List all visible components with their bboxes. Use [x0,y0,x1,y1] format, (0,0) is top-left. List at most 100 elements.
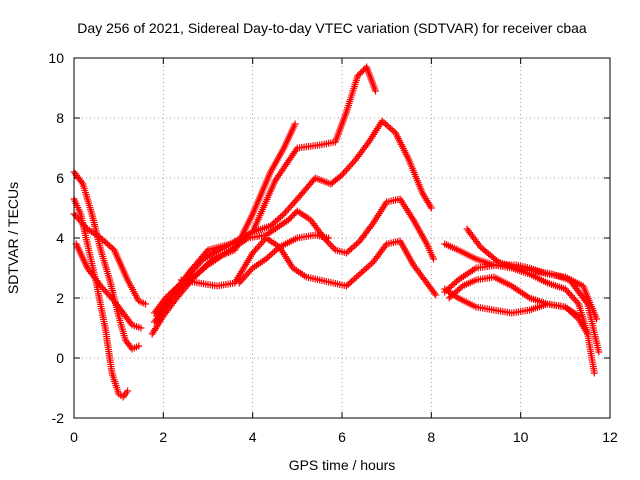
data-point [284,205,292,213]
data-point [73,213,81,221]
data-point [107,243,115,251]
data-point [243,271,251,279]
data-point [79,220,87,228]
data-point [177,284,185,291]
data-point [354,239,362,246]
data-point [186,269,194,277]
x-tick-label: 10 [513,429,529,445]
series-track-15 [463,225,603,356]
plot-frame [73,57,611,419]
data-point [274,245,282,252]
data-point [445,294,453,302]
data-point [97,282,105,290]
y-tick-label: 10 [48,50,64,66]
data-point [284,216,292,224]
x-axis-label: GPS time / hours [289,457,396,473]
data-point [194,261,202,269]
data-point [238,276,246,284]
data-point [167,294,175,302]
series-track-3 [70,210,149,308]
data-point [327,241,335,249]
data-point [171,290,179,297]
data-point [355,71,363,78]
data-point [385,123,393,131]
data-point [336,172,344,180]
data-point [272,218,280,225]
data-point [280,210,288,218]
data-point [235,279,243,287]
data-point [191,265,199,273]
data-points [70,63,603,401]
data-point [102,239,110,246]
data-point [97,234,105,242]
data-point [455,285,463,293]
data-point [179,282,187,290]
data-point [346,279,354,287]
data-point [286,203,294,211]
series-track-11 [441,240,598,377]
data-point [176,285,184,293]
data-point [573,298,581,306]
data-point [78,178,86,186]
data-point [268,221,276,228]
data-point [168,293,176,300]
data-point [76,217,84,225]
data-point [575,312,583,320]
data-point [372,87,379,95]
y-tick-label: 4 [56,230,64,246]
data-point [563,287,571,295]
data-point [363,264,371,272]
data-point [105,242,113,249]
chart-title: Day 256 of 2021, Sidereal Day-to-day VTE… [77,20,587,36]
data-point [290,210,298,218]
data-point [289,200,297,208]
data-point [378,117,386,125]
data-point [106,292,114,300]
data-point [267,251,275,258]
data-point [189,266,197,274]
data-point [451,279,459,287]
data-point [272,246,280,254]
data-point [255,242,263,250]
data-point [566,290,574,298]
data-point [289,212,297,219]
data-point [286,215,294,222]
data-point [351,242,359,249]
data-point [432,291,440,299]
data-point [287,202,295,210]
series-track-8 [153,195,438,320]
data-point [192,263,200,271]
y-axis-label: SDTVAR / TECUs [5,182,21,294]
data-point [567,292,575,300]
data-point [241,272,249,280]
data-point [457,284,465,291]
data-point [141,300,149,308]
data-point [270,219,278,227]
data-point [344,248,352,255]
series-track-14 [445,273,583,320]
data-point [98,284,106,292]
data-point [173,288,181,296]
data-point [570,295,578,303]
data-point [100,237,108,245]
data-point [202,262,210,270]
series-track-6 [150,63,379,326]
data-point [353,240,361,248]
data-point [82,223,90,231]
data-point [347,161,355,169]
data-point [345,163,353,171]
data-point [240,274,248,282]
data-point [258,239,266,247]
data-point [328,243,336,251]
data-point [427,204,435,212]
data-point [449,291,457,299]
data-point [354,272,362,279]
data-point [380,119,388,126]
data-point [250,247,258,255]
data-point [353,273,361,281]
data-point [366,261,374,269]
y-tick-label: 6 [56,170,64,186]
data-point [349,276,357,284]
data-point [572,297,580,305]
